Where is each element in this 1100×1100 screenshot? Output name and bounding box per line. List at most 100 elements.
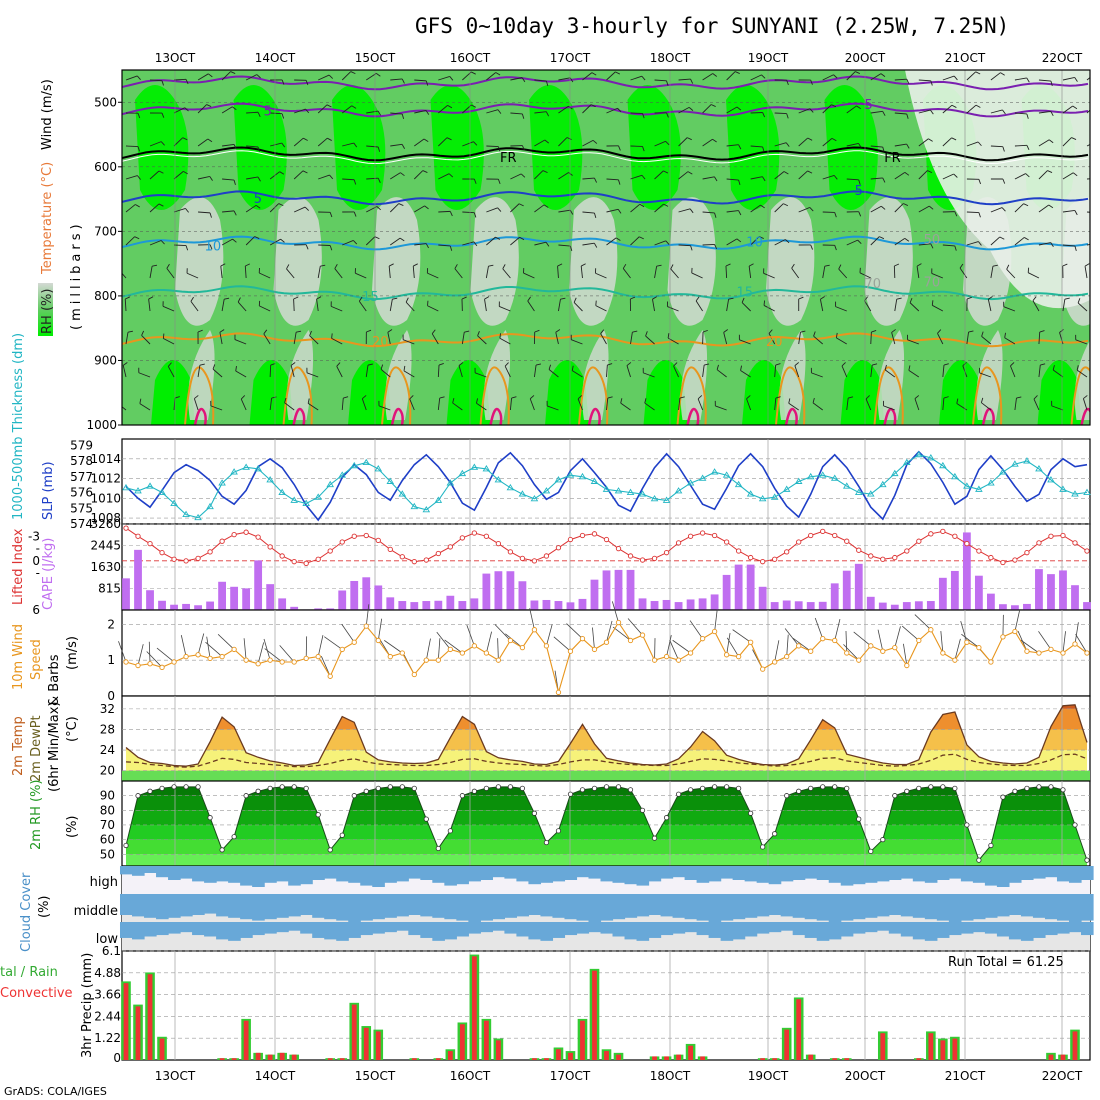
upper-wind-barb [573,297,583,312]
cloud-high-bar-24 [408,866,421,879]
upper-wind-barb [245,74,261,81]
upper-wind-barb-shaft [284,402,295,411]
upper-wind-barb-flag [1025,173,1030,178]
rh-point-58 [820,784,826,790]
upper-wind-barb [582,177,598,183]
upper-wind-barb-shaft [380,368,391,378]
wind-speed-point-73 [1000,634,1006,640]
upper-wind-barb-flag [495,72,501,76]
cloud-middle-bar-47 [684,894,698,920]
upper-wind-barb-flag [666,112,669,118]
thickness-point-30 [482,465,491,472]
upper-wind-barb-flag [763,300,766,306]
upper-wind-barb [124,296,130,312]
upper-wind-barb [246,111,261,117]
upper-wind-barb-flag [858,179,861,185]
upper-wind-barb-shaft [1086,143,1090,147]
cloud-low-bar-7 [204,922,217,937]
upper-wind-barb-shaft [654,203,664,213]
cloud-high-bar-0 [119,866,133,875]
precip-conv-bar-35 [544,1058,549,1060]
lifted-index-point-75 [1024,550,1030,556]
upper-wind-barb-flag [1048,204,1054,209]
10m-wind-barb-shaft [466,625,475,646]
upper-wind-barb [486,236,501,246]
cloud-middle-bar-55 [780,894,794,917]
wind-axis-label: Wind (m/s) [40,79,55,150]
cloud-high-bar-26 [432,866,445,883]
upper-wind-barb-flag [977,141,982,147]
upper-wind-barb [1077,298,1088,312]
upper-wind-barb-flag [473,141,478,146]
upper-wind-barb-flag [838,264,842,270]
upper-wind-barb [269,203,284,213]
upper-wind-barb [269,396,277,411]
li-tick-4: 6 [32,603,40,617]
upper-wind-barb-shaft [413,170,424,180]
cloud-high-bar-56 [792,866,806,880]
upper-wind-barb-shaft [122,406,127,411]
upper-wind-barb-flag [891,329,896,333]
cape-bar-11 [254,560,263,610]
upper-wind-barb-shaft [702,243,715,246]
upper-wind-barb-shaft [966,141,979,147]
cloud-low-bar-62 [864,922,878,933]
upper-wind-barb-shaft [1062,77,1075,81]
upper-wind-barb-flag [545,241,550,247]
cloud-middle-bar-70 [960,894,974,921]
upper-wind-barb-flag [1001,207,1006,212]
thickness-point-6 [194,513,202,521]
cape-bar-17 [326,608,335,610]
upper-wind-barb-shaft [125,204,136,213]
upper-wind-barb-flag [438,363,444,366]
upper-wind-barb-flag [904,237,910,242]
upper-wind-barb-flag [810,244,813,250]
upper-wind-barb-shaft [1052,369,1064,378]
cloud-middle-bar-42 [624,894,638,918]
cloud-high-bar-23 [396,866,409,882]
cloud-high-bar-68 [936,866,950,880]
cloud-middle-bar-0 [119,894,133,915]
upper-wind-barb-shaft [907,339,919,345]
upper-wind-barb-flag [206,104,212,107]
10m-wind-barb [786,634,789,657]
upper-wind-barb-shaft [865,398,872,411]
upper-wind-barb-flag [473,178,477,184]
upper-wind-barb [750,204,765,213]
upper-wind-barb-shaft [163,338,175,345]
upper-wind-barb-flag [690,245,693,251]
lifted-index-point-72 [988,554,994,561]
10m-wind-barb [940,631,944,654]
upper-wind-barb-shaft [330,305,343,312]
thickness-point-29 [470,463,479,470]
upper-wind-barb-shaft [981,402,992,411]
upper-wind-barb [438,137,452,147]
upper-wind-barb-flag [831,104,837,108]
upper-wind-barb [822,74,838,81]
precip-conv-bar-67 [928,1033,934,1060]
cape-bar-38 [578,598,587,610]
lifted-index-point-76 [1036,540,1042,546]
cloud-low-bar-33 [516,922,530,937]
upper-wind-barb-flag [304,206,310,211]
hot-loop-3 [489,407,503,425]
upper-wind-barb-shaft [149,240,162,246]
10m-wind-barb [279,645,295,663]
10m-wind-barb [217,634,235,650]
upper-wind-barb [822,264,830,279]
cloud-low-bar-40 [600,922,614,934]
upper-grid [122,70,1090,425]
lifted-index-point-69 [952,533,958,539]
10m-wind-barb [180,635,187,657]
upper-wind-barb-shaft [870,110,883,114]
upper-wind-barb [486,109,502,114]
cape-bar-42 [626,569,635,610]
cape-bar-4 [170,604,178,610]
upper-wind-barb-shaft [246,176,259,180]
wind-speed-point-13 [279,659,285,665]
upper-wind-barb [462,141,478,147]
upper-wind-barb-flag [630,296,636,300]
upper-wind-barb-shaft [891,332,896,345]
wind-speed-point-63 [880,648,886,654]
